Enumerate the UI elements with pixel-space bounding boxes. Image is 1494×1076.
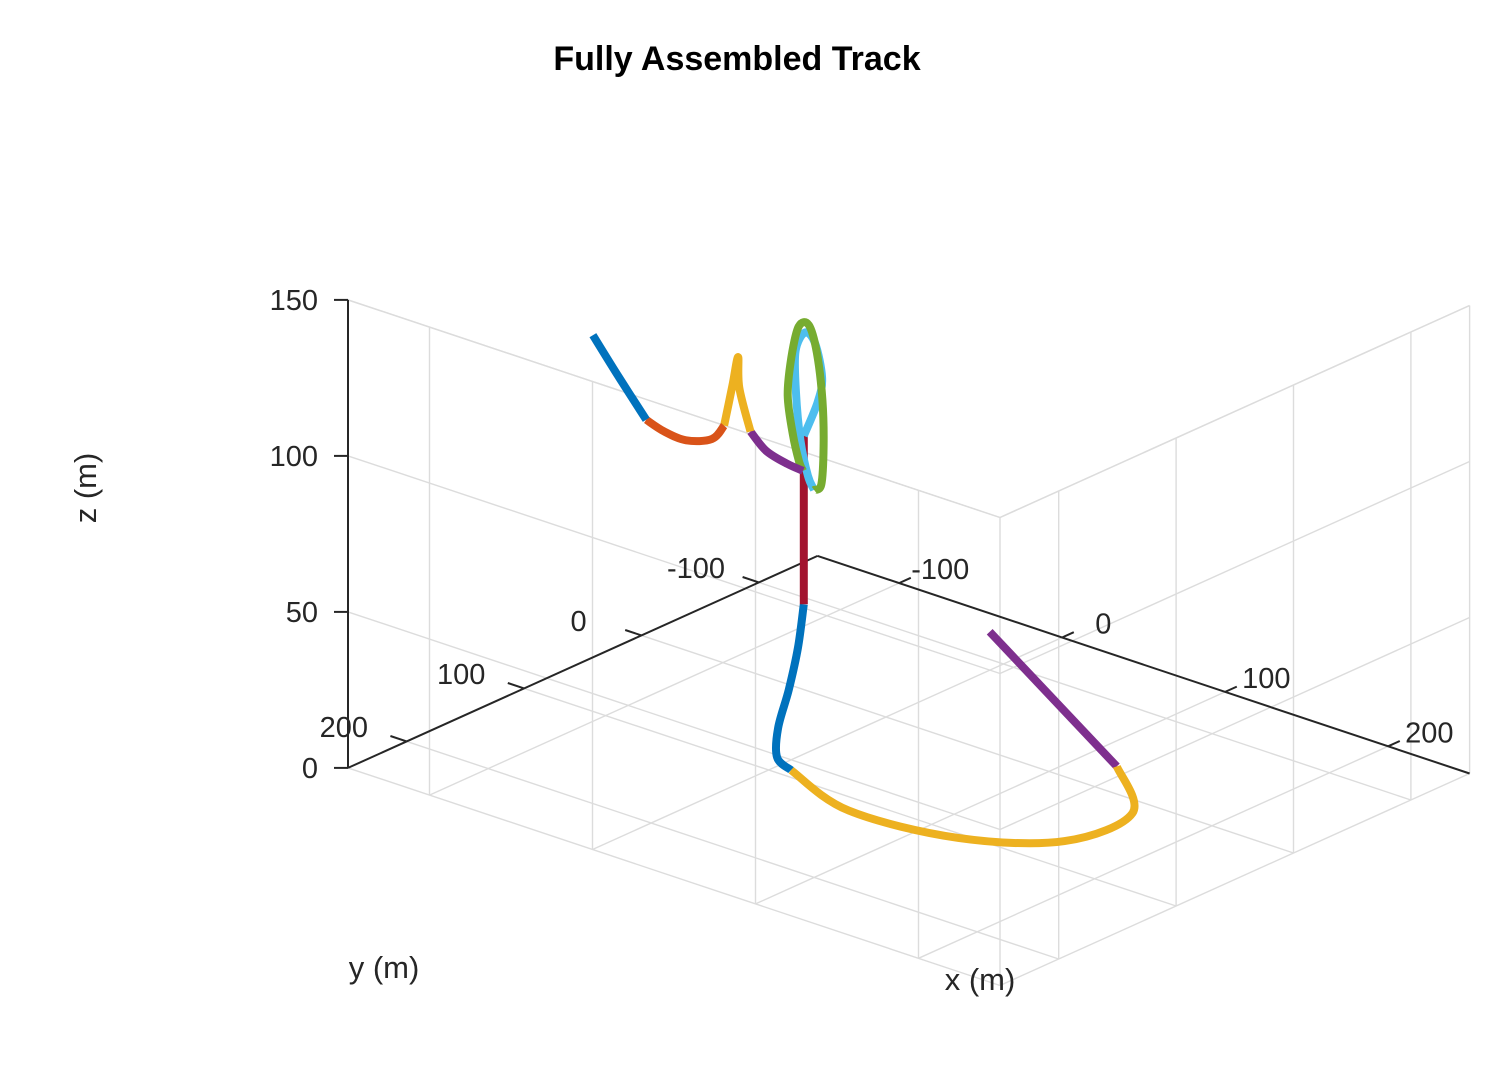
x-tick-label: 100 (1242, 663, 1290, 695)
track-segment-6 (783, 318, 828, 494)
x-tick-label: 0 (1095, 609, 1111, 641)
x-tick (1387, 740, 1401, 748)
z-tick-label: 0 (302, 753, 318, 785)
grid-line (592, 636, 1063, 851)
grid-line (999, 460, 1470, 675)
grid-line (999, 616, 1470, 831)
y-tick (390, 735, 408, 743)
y-tick-label: -100 (667, 553, 725, 585)
grid-line (347, 767, 1001, 987)
track-segments (589, 318, 1139, 848)
x-tick-label: 200 (1405, 717, 1453, 749)
grid-lines (347, 299, 1471, 987)
x-tick-label: -100 (911, 554, 969, 586)
track-segment-2 (788, 764, 1139, 848)
y-tick-label: 200 (320, 712, 368, 744)
z-tick-label: 50 (286, 597, 318, 629)
y-tick (624, 629, 642, 637)
x-tick (1224, 685, 1238, 693)
grid-line (641, 634, 1294, 854)
y-tick-label: 100 (437, 659, 485, 691)
track-segment-9 (643, 416, 728, 446)
track-segment-3 (771, 603, 808, 774)
grid-line (999, 772, 1470, 987)
track-segment-7 (747, 428, 805, 475)
grid-line (523, 687, 1177, 907)
x-tick (1061, 631, 1075, 639)
y-axis-label: y (m) (349, 950, 420, 985)
grid-line (758, 581, 1412, 801)
x-tick (898, 576, 912, 585)
grid-line (406, 740, 1059, 960)
track-segment-8 (720, 353, 755, 433)
grid-line (918, 745, 1389, 959)
grid-edge (347, 299, 1001, 519)
x-axis-line (817, 554, 1470, 775)
chart-title: Fully Assembled Track (553, 40, 920, 78)
grid-line (347, 611, 1001, 831)
grid-line (429, 582, 900, 796)
grid-line (755, 691, 1226, 905)
grid-line (347, 455, 1001, 675)
z-tick-label: 150 (270, 285, 318, 317)
y-tick-label: 0 (571, 606, 587, 638)
x-axis-label: x (m) (945, 962, 1016, 997)
y-tick (742, 576, 760, 584)
z-axis-label: z (m) (68, 453, 103, 524)
y-tick (507, 682, 525, 690)
grid-edge (999, 304, 1470, 519)
track-segment-10 (589, 333, 650, 422)
y-axis-line (347, 554, 819, 769)
axes (334, 298, 1470, 775)
track-segment-1 (986, 629, 1120, 770)
z-tick-label: 100 (270, 441, 318, 473)
